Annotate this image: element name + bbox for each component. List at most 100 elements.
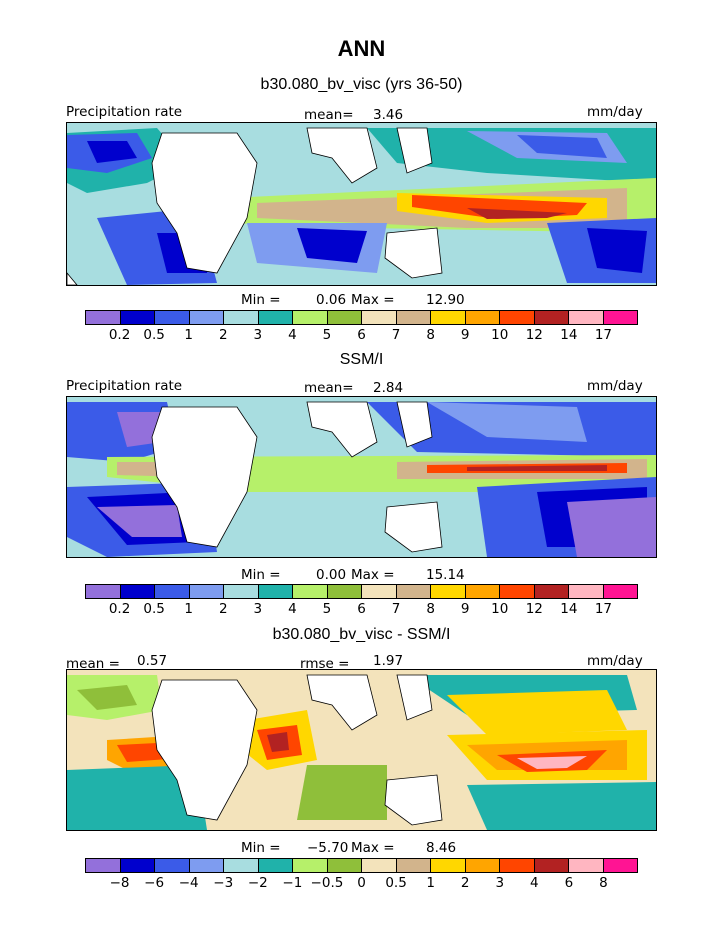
colorbar-tick-label: −0.5 xyxy=(310,875,344,891)
panel-3-subtitle: b30.080_bv_visc - SSM/I xyxy=(272,626,451,643)
colorbar-tick-label: −2 xyxy=(247,875,268,891)
panel-1-colorbar xyxy=(85,310,638,325)
field-region xyxy=(467,208,567,219)
panel-3-colorbar xyxy=(85,858,638,873)
panel-3-mean-value: 0.57 xyxy=(137,653,168,669)
colorbar-swatch xyxy=(155,585,190,598)
colorbar-swatch xyxy=(396,859,431,872)
colorbar-swatch xyxy=(189,859,224,872)
panel-3-max-label: Max = xyxy=(351,840,395,856)
colorbar-swatch xyxy=(431,585,466,598)
colorbar-tick-label: 3 xyxy=(253,327,263,343)
land-asia-east xyxy=(396,127,433,174)
colorbar-swatch xyxy=(362,585,397,598)
land-asia xyxy=(306,401,378,458)
panel-1-variable-label: Precipitation rate xyxy=(66,104,183,120)
colorbar-swatch xyxy=(362,859,397,872)
land-asia-east xyxy=(396,401,433,448)
panel-3-min-label: Min = xyxy=(241,840,281,856)
field-region xyxy=(77,685,137,710)
panel-2-map xyxy=(66,396,657,558)
colorbar-tick-label: 17 xyxy=(594,327,613,343)
colorbar-swatch xyxy=(569,859,604,872)
field-region xyxy=(67,765,207,830)
colorbar-swatch xyxy=(603,859,637,872)
panel-3-rmse-label: rmse = xyxy=(300,656,350,672)
page-title: ANN xyxy=(337,36,386,61)
land-australia xyxy=(384,774,443,826)
colorbar-swatch xyxy=(155,859,190,872)
colorbar-swatch xyxy=(500,859,535,872)
colorbar-swatch xyxy=(120,311,155,324)
colorbar-tick-label: 17 xyxy=(594,601,613,617)
panel-2-mean-value: 2.84 xyxy=(373,380,404,396)
colorbar-tick-label: 12 xyxy=(525,601,543,617)
colorbar-swatch xyxy=(603,585,637,598)
panel-3-units-label: mm/day xyxy=(587,653,643,669)
colorbar-tick-label: −3 xyxy=(213,875,234,891)
colorbar-tick-label: 0 xyxy=(357,875,366,891)
field-region xyxy=(567,497,656,557)
colorbar-tick-label: 0.5 xyxy=(143,601,165,617)
colorbar-swatch xyxy=(293,859,328,872)
panel-2-units-label: mm/day xyxy=(587,378,643,394)
colorbar-swatch xyxy=(396,311,431,324)
field-region xyxy=(297,228,367,263)
colorbar-tick-label: 5 xyxy=(322,327,332,343)
panel-1-max-value: 12.90 xyxy=(426,292,465,308)
panel-2-colorbar-ticks: 0.2 0.5 1 2 3 4 5 6 7 8 9 10 12 14 17 xyxy=(85,601,638,617)
colorbar-swatch xyxy=(396,585,431,598)
colorbar-tick-label: −4 xyxy=(178,875,199,891)
panel-1-mean-label: mean= xyxy=(304,107,354,123)
colorbar-tick-label: 8 xyxy=(426,327,435,343)
colorbar-tick-label: 10 xyxy=(491,601,509,617)
panel-3-max-value: 8.46 xyxy=(426,840,457,856)
colorbar-swatch xyxy=(86,585,121,598)
panel-2-min-label: Min = xyxy=(241,567,281,583)
field-region xyxy=(467,782,656,830)
panel-2-min-value: 0.00 xyxy=(316,567,347,583)
colorbar-tick-label: 10 xyxy=(491,327,509,343)
land-asia xyxy=(306,127,378,184)
colorbar-swatch xyxy=(120,859,155,872)
colorbar-swatch xyxy=(258,859,293,872)
panel-2-map-svg xyxy=(67,397,656,557)
field-region xyxy=(517,756,587,769)
colorbar-tick-label: −1 xyxy=(282,875,303,891)
colorbar-tick-label: 2 xyxy=(218,601,228,617)
colorbar-swatch xyxy=(327,311,362,324)
panel-2-mean-label: mean= xyxy=(304,380,354,396)
colorbar-swatch xyxy=(327,859,362,872)
colorbar-tick-label: 4 xyxy=(530,875,539,891)
panel-2-max-label: Max = xyxy=(351,567,395,583)
colorbar-tick-label: 7 xyxy=(391,601,401,617)
colorbar-swatch xyxy=(534,311,569,324)
colorbar-tick-label: 14 xyxy=(560,601,578,617)
colorbar-tick-label: −6 xyxy=(144,875,165,891)
field-region xyxy=(117,412,162,447)
colorbar-swatch xyxy=(465,585,500,598)
field-region xyxy=(267,732,289,752)
colorbar-swatch xyxy=(534,859,569,872)
colorbar-swatch xyxy=(120,585,155,598)
colorbar-tick-label: 0.2 xyxy=(108,601,131,617)
colorbar-swatch xyxy=(189,311,224,324)
panel-3-min-value: −5.70 xyxy=(307,840,349,856)
colorbar-tick-label: 9 xyxy=(460,601,470,617)
colorbar-tick-label: 1 xyxy=(426,875,435,891)
panel-1-max-label: Max = xyxy=(351,292,395,308)
colorbar-swatch xyxy=(155,311,190,324)
colorbar-tick-label: 6 xyxy=(357,327,366,343)
colorbar-swatch xyxy=(465,859,500,872)
colorbar-tick-label: 2 xyxy=(218,327,228,343)
panel-2-max-value: 15.14 xyxy=(426,567,465,583)
field-region xyxy=(467,465,607,471)
land-australia xyxy=(384,227,443,279)
panel-2-subtitle: SSM/I xyxy=(339,351,384,368)
colorbar-tick-label: 4 xyxy=(288,601,297,617)
colorbar-tick-label: 0.5 xyxy=(385,875,407,891)
colorbar-tick-label: 1 xyxy=(184,327,193,343)
colorbar-swatch xyxy=(86,311,121,324)
colorbar-swatch xyxy=(431,859,466,872)
panel-2-colorbar xyxy=(85,584,638,599)
